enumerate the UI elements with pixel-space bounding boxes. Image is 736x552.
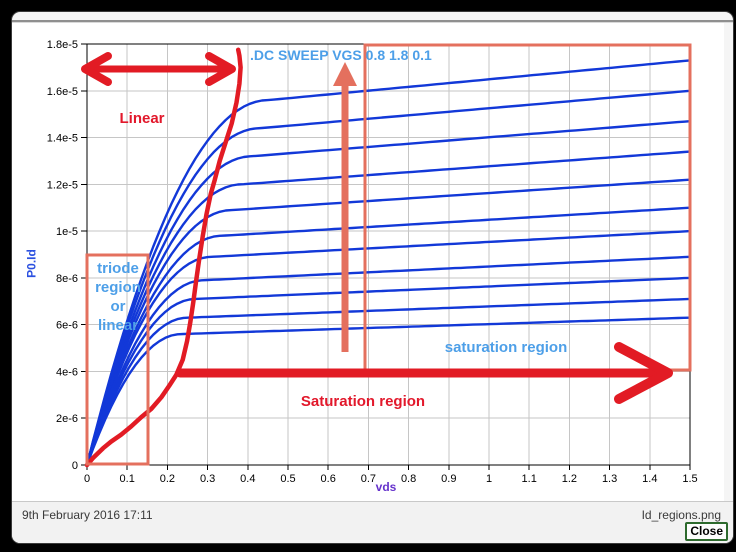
- image-viewer-window: 0 0.1 0.2 0.3 0.4 0.5 0.6 0.7 0.8 0.9 1 1.1 1.2 1.3 1.…: [12, 12, 733, 543]
- x-tick-label: 1.2: [562, 473, 577, 485]
- vdsat-boundary-curve: [84, 47, 243, 468]
- y-tick-label: 1e-5: [56, 226, 78, 238]
- id-curve-vgs-1.2: [85, 229, 691, 466]
- y-tick-label: 4e-6: [56, 366, 78, 378]
- linear-double-arrow: [81, 52, 236, 86]
- y-tick-label: 1.6e-5: [47, 86, 78, 98]
- id-curve-vgs-0.8: [85, 316, 691, 466]
- id-curve-vgs-1.6: [85, 120, 691, 466]
- x-tick-label: 0.2: [160, 473, 175, 485]
- id-curve-vgs-1.8: [85, 59, 691, 466]
- x-tick-label: 1: [486, 473, 492, 485]
- triode-region-box: [85, 253, 150, 466]
- id-curve-vgs-1.3: [85, 206, 691, 466]
- y-tick-label: 0: [72, 460, 78, 472]
- id-curve-vgs-1.7: [85, 89, 691, 466]
- id-curve-vgs-1.5: [85, 150, 691, 466]
- triode-region-annotation-line: triode: [97, 260, 139, 277]
- x-tick-label: 0.6: [321, 473, 336, 485]
- status-bar: 9th February 2016 17:11 Id_regions.png C…: [12, 501, 733, 543]
- triode-region-annotation-line: or: [111, 298, 126, 315]
- timestamp-text: 9th February 2016 17:11: [22, 508, 153, 522]
- saturation-region-red-annotation: Saturation region: [301, 393, 425, 410]
- close-button[interactable]: Close: [685, 522, 728, 541]
- x-tick-label: 0.8: [401, 473, 416, 485]
- x-tick-label: 0.5: [280, 473, 295, 485]
- up-arrow: [333, 62, 357, 352]
- y-tick-label: 1.4e-5: [47, 133, 78, 145]
- chart-canvas: 0 0.1 0.2 0.3 0.4 0.5 0.6 0.7 0.8 0.9 1 1.1 1.2 1.3 1.…: [47, 39, 698, 485]
- y-tick-label: 2e-6: [56, 413, 78, 425]
- x-tick-label: 0.3: [200, 473, 215, 485]
- x-tick-label: 1.3: [602, 473, 617, 485]
- dc-sweep-annotation: .DC SWEEP VGS 0.8 1.8 0.1: [250, 47, 432, 63]
- id-curve-vgs-0.9: [85, 297, 691, 466]
- y-tick-label: 1.2e-5: [47, 179, 78, 191]
- saturation-region-blue-annotation: saturation region: [445, 339, 568, 356]
- x-tick-label: 0.9: [441, 473, 456, 485]
- tick-labels: 0 0.1 0.2 0.3 0.4 0.5 0.6 0.7 0.8 0.9 1 1.1 1.2 1.3 1.…: [47, 39, 698, 485]
- triode-region-annotation-line: region: [95, 279, 141, 296]
- id-curves: [85, 59, 691, 466]
- grid-lines: [87, 44, 690, 465]
- filename-text: Id_regions.png: [641, 508, 721, 522]
- x-tick-label: 0.7: [361, 473, 376, 485]
- triode-region-annotation-line: linear: [98, 317, 138, 334]
- y-tick-label: 8e-6: [56, 273, 78, 285]
- titlebar-separator: [12, 20, 733, 23]
- id-curve-vgs-1.1: [85, 255, 691, 466]
- x-tick-label: 1.1: [522, 473, 537, 485]
- x-axis-label: vds: [375, 480, 397, 494]
- x-tick-label: 1.4: [642, 473, 657, 485]
- id-curve-vgs-1: [85, 276, 691, 466]
- linear-annotation: Linear: [119, 110, 164, 127]
- saturation-region-box: [363, 43, 692, 372]
- x-tick-label: 1.5: [682, 473, 697, 485]
- y-tick-label: 6e-6: [56, 320, 78, 332]
- saturation-right-arrow: [175, 342, 673, 404]
- x-tick-label: 0.1: [120, 473, 135, 485]
- x-tick-label: 0.4: [240, 473, 255, 485]
- id-curve-vgs-1.4: [85, 178, 691, 466]
- y-tick-label: 1.8e-5: [47, 39, 78, 51]
- y-axis-label: P0.Id: [24, 249, 39, 278]
- x-tick-label: 0: [84, 473, 90, 485]
